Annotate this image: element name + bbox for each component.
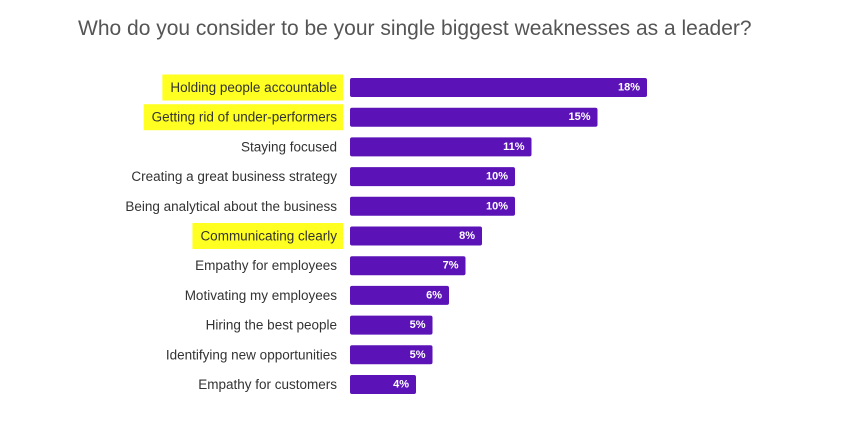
bar <box>350 137 532 157</box>
category-label: Getting rid of under-performers <box>152 110 338 125</box>
category-label: Holding people accountable <box>170 80 337 95</box>
value-label: 8% <box>459 230 475 242</box>
bar <box>350 78 647 97</box>
bar <box>350 107 598 127</box>
bar <box>350 345 433 365</box>
bar-row: Motivating my employees 6% <box>185 285 449 305</box>
bar-row: Hiring the best people 5% <box>206 315 433 335</box>
value-label: 10% <box>486 171 508 183</box>
bar <box>350 196 515 216</box>
category-label: Being analytical about the business <box>125 199 337 214</box>
bar <box>350 285 449 305</box>
chart-title: Who do you consider to be your single bi… <box>78 17 752 40</box>
bar-row: Identifying new opportunities 5% <box>166 345 433 365</box>
value-label: 7% <box>443 260 459 272</box>
label-highlight <box>192 223 343 249</box>
value-label: 5% <box>410 319 426 331</box>
bars-layer: Holding people accountable 18% Getting rid… <box>125 74 647 394</box>
category-label: Communicating clearly <box>200 229 337 244</box>
value-label: 11% <box>503 141 525 153</box>
category-label: Identifying new opportunities <box>166 347 337 362</box>
value-label: 5% <box>410 349 426 361</box>
category-label: Creating a great business strategy <box>131 169 337 184</box>
bar-row: Empathy for employees 7% <box>195 256 466 276</box>
bar <box>350 167 515 187</box>
bar <box>350 226 482 246</box>
bar-row: Holding people accountable 18% <box>162 74 647 101</box>
bar-row: Communicating clearly 8% <box>192 223 482 249</box>
value-label: 6% <box>426 289 442 301</box>
category-label: Motivating my employees <box>185 288 338 303</box>
value-label: 10% <box>486 200 508 212</box>
bar-row: Empathy for customers 4% <box>198 375 416 394</box>
category-label: Empathy for customers <box>198 377 337 392</box>
value-label: 15% <box>568 111 590 123</box>
bar-row: Getting rid of under-performers 15% <box>143 104 598 131</box>
bar-row: Staying focused 11% <box>241 137 532 157</box>
bar <box>350 315 433 335</box>
bar <box>350 375 416 394</box>
bar <box>350 256 466 276</box>
value-label: 18% <box>618 82 640 94</box>
category-label: Hiring the best people <box>206 318 337 333</box>
bar-row: Being analytical about the business 10% <box>125 196 515 216</box>
bar-row: Creating a great business strategy 10% <box>131 167 515 187</box>
label-highlight <box>143 104 343 131</box>
value-label: 4% <box>393 379 409 391</box>
label-highlight <box>162 74 343 101</box>
category-label: Staying focused <box>241 139 337 154</box>
category-label: Empathy for employees <box>195 258 337 273</box>
